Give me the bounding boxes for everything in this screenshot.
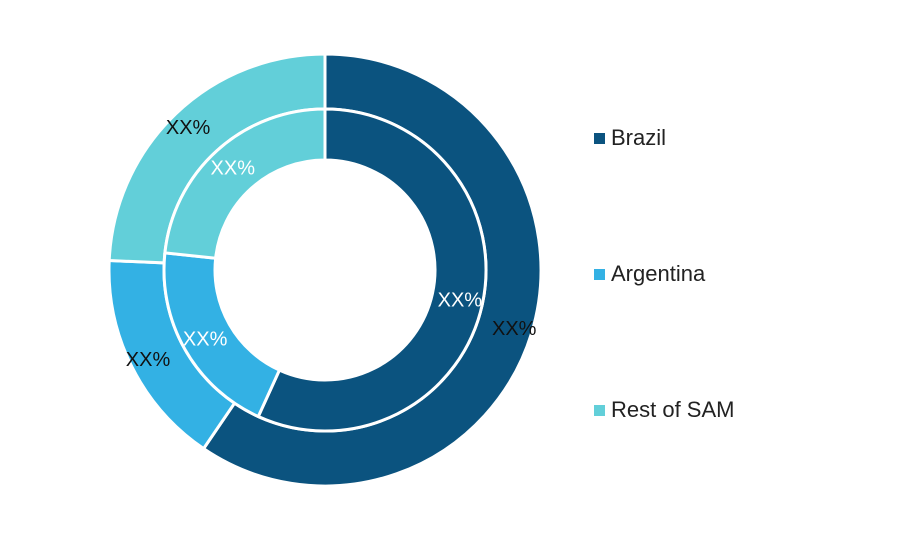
legend-swatch-argentina xyxy=(594,268,605,280)
legend-swatch-rest-of-sam xyxy=(594,404,605,416)
outer-label-brazil: XX% xyxy=(492,318,537,340)
legend-label-rest-of-sam: Rest of SAM xyxy=(611,397,735,422)
legend-label-brazil: Brazil xyxy=(611,125,667,150)
outer-label-argentina: XX% xyxy=(126,349,171,371)
legend-label-argentina: Argentina xyxy=(611,261,706,286)
inner-label-rest-of-sam: XX% xyxy=(211,157,256,179)
inner-label-argentina: XX% xyxy=(183,328,228,350)
inner-slice-brazil xyxy=(256,107,488,433)
legend-item-brazil: Brazil xyxy=(594,118,734,158)
legend-item-rest-of-sam: Rest of SAM xyxy=(594,390,734,430)
legend-swatch-brazil xyxy=(594,132,605,144)
outer-label-rest-of-sam: XX% xyxy=(166,117,211,139)
inner-slice-rest-of-sam xyxy=(163,107,327,260)
legend: Brazil Argentina Rest of SAM xyxy=(594,118,734,430)
inner-label-brazil: XX% xyxy=(438,289,483,311)
legend-item-argentina: Argentina xyxy=(594,254,734,294)
